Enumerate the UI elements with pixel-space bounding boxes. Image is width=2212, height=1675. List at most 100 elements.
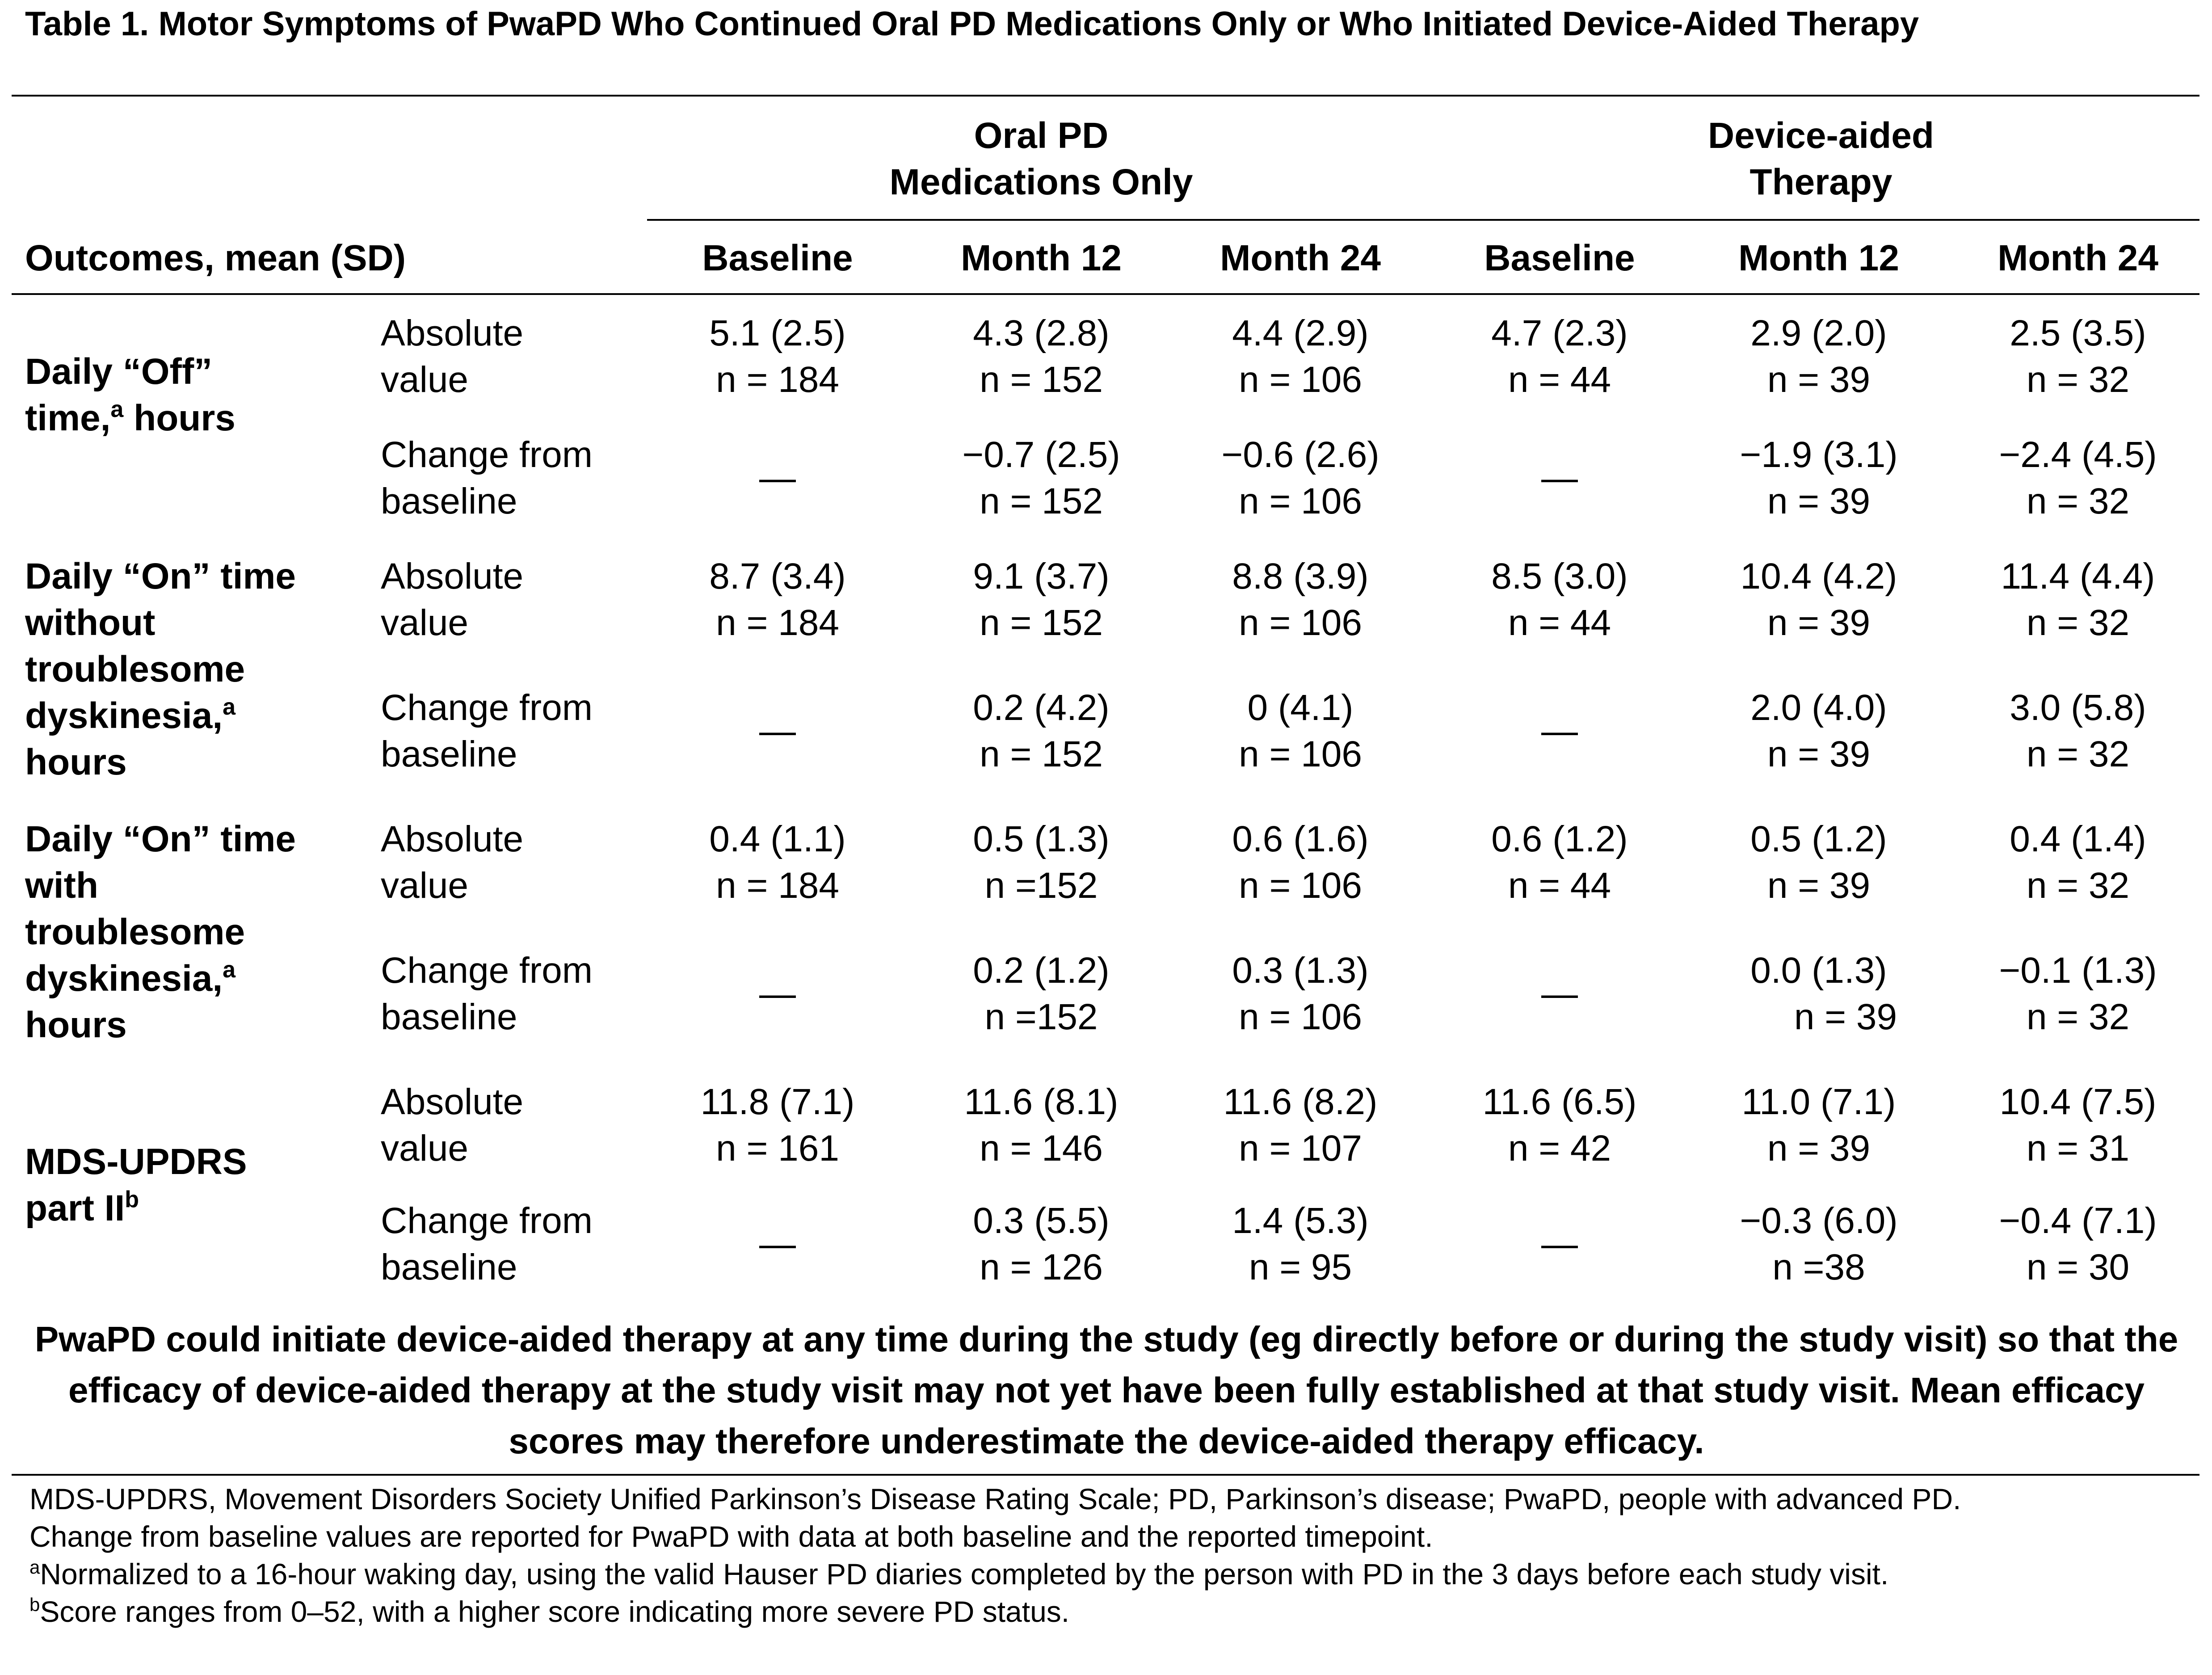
col-header-device-month24: Month 24: [1998, 238, 2158, 278]
cell-value: 0.5 (1.2): [1750, 819, 1887, 859]
col-header-oral-month12: Month 12: [961, 238, 1122, 278]
col-header-oral-baseline: Baseline: [702, 238, 853, 278]
footnote-a-mark: a: [29, 1557, 40, 1578]
title-rule: [12, 95, 2199, 97]
table-cell-empty: —: [1430, 708, 1689, 754]
table-cell: −0.3 (6.0) n =38: [1689, 1198, 1948, 1291]
cell-value: 0 (4.1): [1247, 687, 1354, 728]
row-label-line-with-footnote: part IIb: [25, 1185, 374, 1232]
cell-n: n = 44: [1508, 602, 1611, 643]
table-cell-empty: —: [643, 708, 912, 754]
row-label-line-with-footnote: time,a hours: [25, 395, 374, 442]
sublabel-change: Change from baseline: [381, 947, 631, 1040]
cell-dash: —: [759, 711, 796, 751]
table-cell: 8.5 (3.0) n = 44: [1430, 553, 1689, 646]
row-label-line: MDS-UPDRS: [25, 1141, 247, 1182]
sublabel-line: Change from: [381, 434, 593, 475]
cell-n: n = 106: [1239, 997, 1362, 1037]
row-label-text: time,: [25, 398, 111, 438]
table-cell: −0.6 (2.6) n = 106: [1171, 432, 1430, 525]
cell-value: 0.0 (1.3): [1750, 950, 1887, 991]
sublabel-line: Absolute: [381, 1082, 524, 1122]
cell-n: n = 95: [1249, 1247, 1352, 1288]
sublabel-absolute: Absolute value: [381, 816, 631, 909]
cell-value: 0.4 (1.4): [2010, 819, 2146, 859]
cell-value: 2.9 (2.0): [1750, 313, 1887, 354]
cell-n: n = 184: [716, 359, 839, 400]
cell-value: −2.4 (4.5): [1999, 434, 2157, 475]
sublabel-line: baseline: [381, 734, 517, 774]
cell-value: 2.5 (3.5): [2010, 313, 2146, 354]
sublabel-line: value: [381, 359, 469, 400]
footnote-a: aNormalized to a 16-hour waking day, usi…: [29, 1555, 2188, 1593]
cell-value: 11.6 (6.5): [1482, 1082, 1637, 1122]
cell-n: n = 39: [1767, 734, 1871, 774]
group-header-device-line1: Device-aided: [1708, 115, 1934, 156]
cell-value: 11.6 (8.2): [1223, 1082, 1378, 1122]
cell-value: −0.7 (2.5): [962, 434, 1120, 475]
cell-value: 8.7 (3.4): [709, 556, 846, 597]
sublabel-change: Change from baseline: [381, 685, 631, 778]
cell-value: 4.3 (2.8): [973, 313, 1110, 354]
cell-value: 4.4 (2.9): [1232, 313, 1369, 354]
table-cell: 0.0 (1.3) n = 39: [1689, 947, 1948, 1040]
row-label-tail: hours: [25, 1005, 127, 1045]
cell-value: −0.3 (6.0): [1740, 1200, 1898, 1241]
cell-n: n = 32: [2026, 481, 2130, 522]
cell-n: n = 32: [2026, 997, 2130, 1037]
table-cell: −1.9 (3.1) n = 39: [1689, 432, 1948, 525]
cell-n: n = 32: [2026, 734, 2130, 774]
cell-value: 10.4 (4.2): [1740, 556, 1897, 597]
table-cell: −2.4 (4.5) n = 32: [1948, 432, 2208, 525]
row-label-text: part II: [25, 1188, 125, 1229]
cell-value: 11.8 (7.1): [700, 1082, 855, 1122]
group-header-oral-line2: Medications Only: [889, 162, 1193, 202]
cell-n: n = 32: [2026, 359, 2130, 400]
footnotes: MDS-UPDRS, Movement Disorders Society Un…: [29, 1480, 2188, 1630]
cell-n: n = 161: [716, 1128, 839, 1169]
table-title: Table 1. Motor Symptoms of PwaPD Who Con…: [25, 5, 1919, 43]
sublabel-absolute: Absolute value: [381, 1079, 631, 1172]
sublabel-line: Absolute: [381, 819, 524, 859]
table-cell: 10.4 (7.5) n = 31: [1948, 1079, 2208, 1172]
cell-value: 0.4 (1.1): [709, 819, 846, 859]
row-label-line: Daily “Off”: [25, 351, 213, 392]
sublabel-line: Change from: [381, 687, 593, 728]
table-cell: 0 (4.1) n = 106: [1171, 685, 1430, 778]
table-cell: 2.5 (3.5) n = 32: [1948, 310, 2208, 403]
row-label-line: troublesome: [25, 912, 245, 952]
table-cell: 0.5 (1.3) n =152: [912, 816, 1171, 909]
table-cell: −0.4 (7.1) n = 30: [1948, 1198, 2208, 1291]
table-cell: 0.3 (1.3) n = 106: [1171, 947, 1430, 1040]
table-cell: 0.6 (1.6) n = 106: [1171, 816, 1430, 909]
table-cell: 0.5 (1.2) n = 39: [1689, 816, 1948, 909]
row-label-line-with-footnote: dyskinesia,a: [25, 693, 374, 739]
table-note: PwaPD could initiate device-aided therap…: [34, 1319, 2178, 1461]
cell-n: n = 30: [2026, 1247, 2130, 1288]
cell-n: n = 44: [1508, 359, 1611, 400]
row-label-text: dyskinesia,: [25, 958, 223, 999]
sublabel-line: Change from: [381, 1200, 593, 1241]
row-label-mds-updrs: MDS-UPDRS part IIb: [25, 1139, 374, 1232]
cell-n: n = 107: [1239, 1128, 1362, 1169]
table-cell: −0.1 (1.3) n = 32: [1948, 947, 2208, 1040]
group-header-rule: [647, 219, 2199, 221]
cell-n: n = 152: [980, 734, 1103, 774]
table-cell-empty: —: [643, 1221, 912, 1267]
cell-value: 2.0 (4.0): [1750, 687, 1887, 728]
cell-value: 11.6 (8.1): [964, 1082, 1119, 1122]
sublabel-line: Change from: [381, 950, 593, 991]
table-cell-empty: —: [1430, 971, 1689, 1017]
cell-value: 0.6 (1.2): [1491, 819, 1628, 859]
sublabel-absolute: Absolute value: [381, 553, 631, 646]
row-label-line: without: [25, 602, 156, 643]
cell-n: n = 106: [1239, 481, 1362, 522]
cell-dash: —: [759, 458, 796, 498]
col-header-oral-month24: Month 24: [1220, 238, 1381, 278]
table-cell: 8.7 (3.4) n = 184: [643, 553, 912, 646]
table-cell: 5.1 (2.5) n = 184: [643, 310, 912, 403]
cell-n: n = 184: [716, 602, 839, 643]
footnote-abbreviations: MDS-UPDRS, Movement Disorders Society Un…: [29, 1482, 1961, 1515]
row-label-text: dyskinesia,: [25, 695, 223, 736]
